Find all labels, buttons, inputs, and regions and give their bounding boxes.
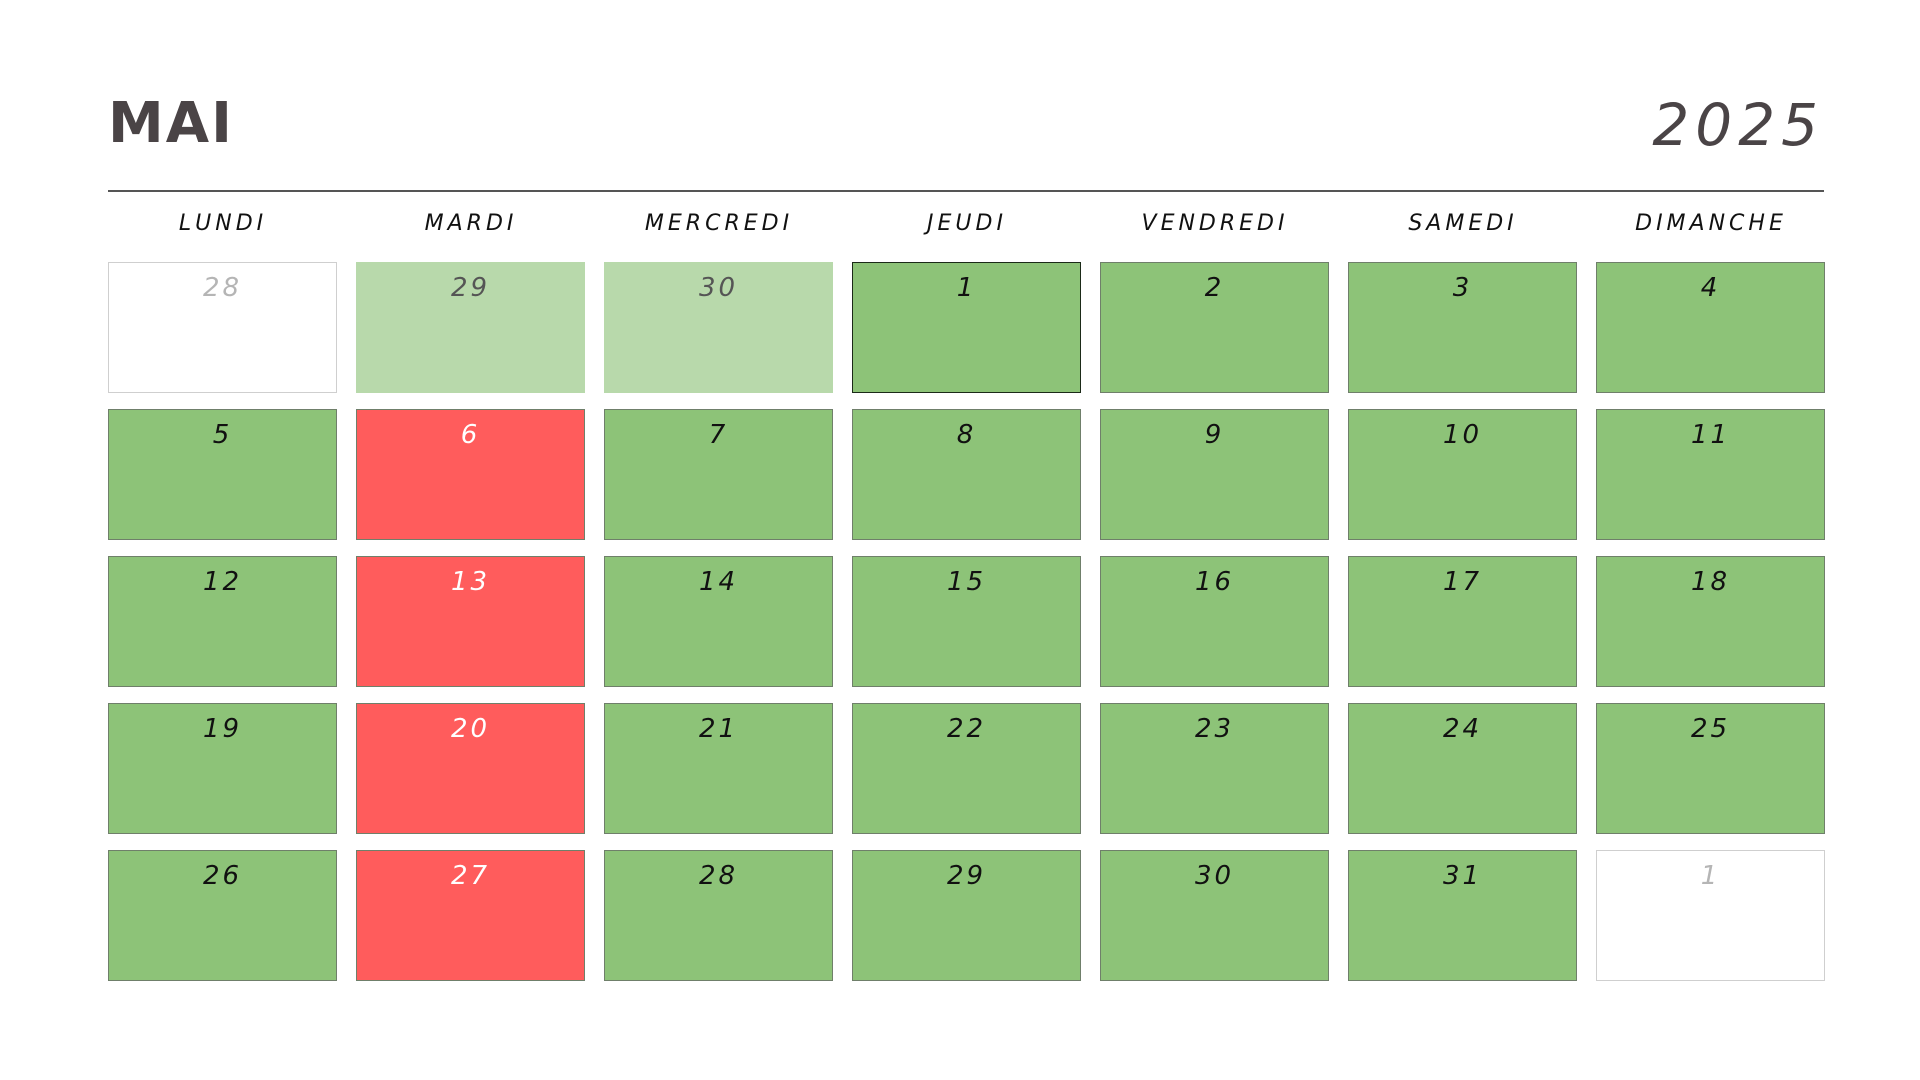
day-cell[interactable]: 17 xyxy=(1348,556,1577,687)
calendar-grid: 28 29 30 1 2 3 4 5 6 7 8 9 10 11 12 13 14 15 16 17 18 19 20 21 2… xyxy=(108,262,1825,982)
day-cell[interactable]: 7 xyxy=(604,409,833,540)
day-cell[interactable]: 30 xyxy=(604,262,833,393)
day-number: 25 xyxy=(1690,714,1731,744)
day-cell[interactable]: 20 xyxy=(356,703,585,834)
day-number: 1 xyxy=(956,273,977,303)
day-number: 12 xyxy=(202,567,243,597)
day-number: 23 xyxy=(1194,714,1235,744)
day-cell[interactable]: 9 xyxy=(1100,409,1329,540)
day-cell[interactable]: 24 xyxy=(1348,703,1577,834)
day-cell[interactable]: 3 xyxy=(1348,262,1577,393)
day-number: 6 xyxy=(460,420,481,450)
day-number: 11 xyxy=(1690,420,1731,450)
day-number: 28 xyxy=(698,861,739,891)
day-number: 15 xyxy=(946,567,987,597)
day-number: 7 xyxy=(708,420,729,450)
year-title: 2025 xyxy=(1652,91,1824,159)
day-cell[interactable]: 21 xyxy=(604,703,833,834)
day-cell[interactable]: 14 xyxy=(604,556,833,687)
day-cell[interactable]: 4 xyxy=(1596,262,1825,393)
day-number: 29 xyxy=(450,273,491,303)
weekday-dimanche: DIMANCHE xyxy=(1635,211,1787,236)
day-number: 20 xyxy=(450,714,491,744)
day-cell[interactable]: 29 xyxy=(356,262,585,393)
day-cell[interactable]: 5 xyxy=(108,409,337,540)
day-cell[interactable]: 6 xyxy=(356,409,585,540)
day-number: 3 xyxy=(1452,273,1473,303)
day-cell[interactable]: 1 xyxy=(852,262,1081,393)
day-number: 13 xyxy=(450,567,491,597)
day-number: 5 xyxy=(212,420,233,450)
day-cell[interactable]: 2 xyxy=(1100,262,1329,393)
day-cell[interactable]: 12 xyxy=(108,556,337,687)
day-number: 31 xyxy=(1442,861,1483,891)
day-cell[interactable]: 27 xyxy=(356,850,585,981)
day-number: 22 xyxy=(946,714,987,744)
header-divider xyxy=(108,190,1824,192)
day-number: 19 xyxy=(202,714,243,744)
day-number: 21 xyxy=(698,714,739,744)
day-cell[interactable]: 18 xyxy=(1596,556,1825,687)
day-number: 16 xyxy=(1194,567,1235,597)
day-cell[interactable]: 13 xyxy=(356,556,585,687)
day-number: 24 xyxy=(1442,714,1483,744)
day-cell[interactable]: 15 xyxy=(852,556,1081,687)
weekday-lundi: LUNDI xyxy=(178,211,268,236)
weekday-mercredi: MERCREDI xyxy=(644,211,794,236)
day-cell[interactable]: 25 xyxy=(1596,703,1825,834)
day-number: 30 xyxy=(1194,861,1235,891)
day-cell[interactable]: 31 xyxy=(1348,850,1577,981)
day-cell[interactable]: 28 xyxy=(604,850,833,981)
day-cell[interactable]: 30 xyxy=(1100,850,1329,981)
day-cell[interactable]: 11 xyxy=(1596,409,1825,540)
weekday-mardi: MARDI xyxy=(424,211,518,236)
day-cell[interactable]: 10 xyxy=(1348,409,1577,540)
weekday-jeudi: JEUDI xyxy=(927,211,1007,236)
day-cell[interactable]: 19 xyxy=(108,703,337,834)
day-number: 2 xyxy=(1204,273,1225,303)
day-number: 10 xyxy=(1442,420,1483,450)
day-number: 4 xyxy=(1700,273,1721,303)
day-cell[interactable]: 22 xyxy=(852,703,1081,834)
day-cell[interactable]: 8 xyxy=(852,409,1081,540)
day-cell[interactable]: 23 xyxy=(1100,703,1329,834)
weekday-vendredi: VENDREDI xyxy=(1141,211,1289,236)
day-number: 18 xyxy=(1690,567,1731,597)
day-number: 29 xyxy=(946,861,987,891)
day-number: 9 xyxy=(1204,420,1225,450)
weekday-header-row: LUNDI MARDI MERCREDI JEUDI VENDREDI SAMEDI DIM… xyxy=(108,206,1824,242)
day-cell[interactable]: 26 xyxy=(108,850,337,981)
day-cell[interactable]: 29 xyxy=(852,850,1081,981)
day-number: 1 xyxy=(1700,861,1721,891)
day-number: 30 xyxy=(698,273,739,303)
day-number: 26 xyxy=(202,861,243,891)
day-number: 8 xyxy=(956,420,977,450)
day-number: 27 xyxy=(450,861,491,891)
weekday-samedi: SAMEDI xyxy=(1408,211,1518,236)
day-number: 17 xyxy=(1442,567,1483,597)
day-cell[interactable]: 28 xyxy=(108,262,337,393)
month-title: MAI xyxy=(108,91,234,156)
day-number: 14 xyxy=(698,567,739,597)
day-cell[interactable]: 16 xyxy=(1100,556,1329,687)
day-cell[interactable]: 1 xyxy=(1596,850,1825,981)
day-number: 28 xyxy=(202,273,243,303)
